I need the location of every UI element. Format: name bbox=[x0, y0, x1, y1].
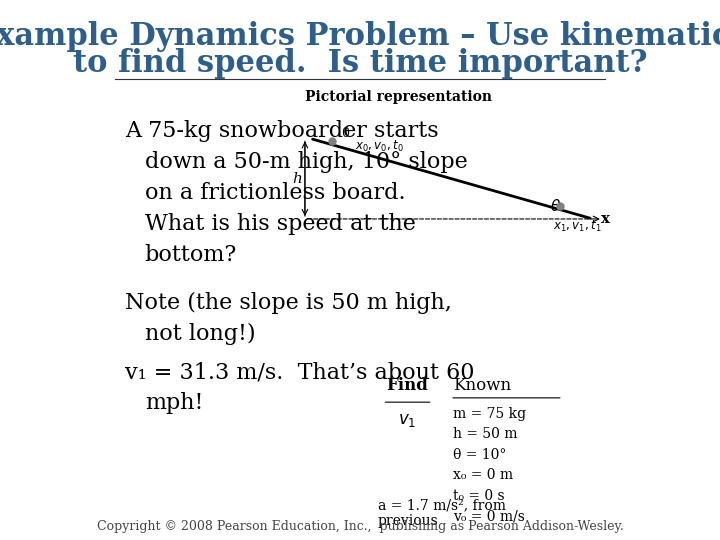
Text: t₀ = 0 s: t₀ = 0 s bbox=[453, 489, 504, 503]
Text: x: x bbox=[600, 212, 610, 226]
Text: v₀ = 0 m/s: v₀ = 0 m/s bbox=[453, 509, 524, 523]
Text: $x_1, v_1, t_1$: $x_1, v_1, t_1$ bbox=[553, 219, 601, 234]
Text: to find speed.  Is time important?: to find speed. Is time important? bbox=[73, 48, 647, 79]
Text: Find: Find bbox=[387, 377, 428, 394]
Text: Known: Known bbox=[453, 377, 510, 394]
Text: θ = 10°: θ = 10° bbox=[453, 448, 506, 462]
Text: 0: 0 bbox=[341, 126, 349, 139]
Text: Example Dynamics Problem – Use kinematics: Example Dynamics Problem – Use kinematic… bbox=[0, 21, 720, 52]
Text: Copyright © 2008 Pearson Education, Inc.,  publishing as Pearson Addison-Wesley.: Copyright © 2008 Pearson Education, Inc.… bbox=[96, 520, 624, 533]
Text: previous: previous bbox=[377, 515, 438, 529]
Text: on a frictionless board.: on a frictionless board. bbox=[145, 182, 405, 204]
Text: A 75-kg snowboarder starts: A 75-kg snowboarder starts bbox=[125, 119, 438, 141]
Text: a = 1.7 m/s², from: a = 1.7 m/s², from bbox=[377, 498, 505, 512]
Text: bottom?: bottom? bbox=[145, 244, 237, 266]
Text: x₀ = 0 m: x₀ = 0 m bbox=[453, 468, 513, 482]
Text: down a 50-m high, 10° slope: down a 50-m high, 10° slope bbox=[145, 151, 467, 173]
Text: not long!): not long!) bbox=[145, 322, 256, 345]
Text: m = 75 kg: m = 75 kg bbox=[453, 407, 526, 421]
Text: h = 50 m: h = 50 m bbox=[453, 427, 517, 441]
Text: $v_1$: $v_1$ bbox=[398, 413, 417, 429]
Text: What is his speed at the: What is his speed at the bbox=[145, 213, 415, 235]
Text: Note (the slope is 50 m high,: Note (the slope is 50 m high, bbox=[125, 292, 451, 314]
Text: Pictorial representation: Pictorial representation bbox=[305, 90, 492, 104]
Text: mph!: mph! bbox=[145, 393, 203, 415]
Text: h: h bbox=[292, 172, 302, 186]
Text: $\theta$: $\theta$ bbox=[549, 198, 561, 213]
Text: $x_0, v_0, t_0$: $x_0, v_0, t_0$ bbox=[355, 139, 404, 154]
Text: v₁ = 31.3 m/s.  That’s about 60: v₁ = 31.3 m/s. That’s about 60 bbox=[125, 361, 474, 383]
